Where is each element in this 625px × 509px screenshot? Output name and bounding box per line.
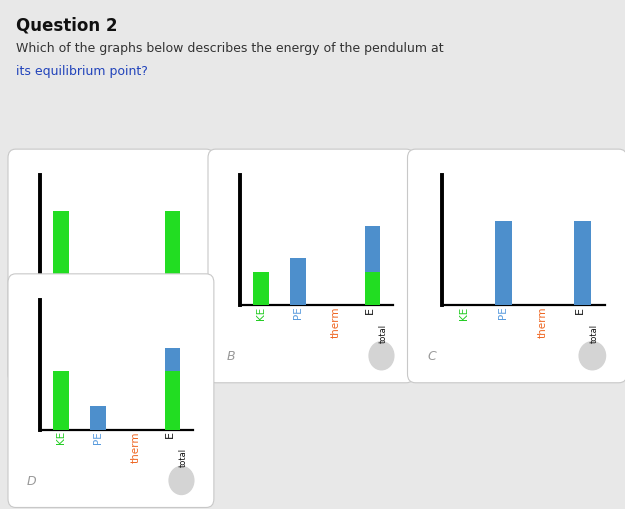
Bar [164, 371, 180, 430]
Bar [90, 406, 106, 430]
Circle shape [579, 342, 606, 370]
Bar [53, 371, 69, 430]
Text: PE: PE [93, 431, 103, 444]
Text: therm: therm [538, 306, 548, 338]
Bar [574, 220, 591, 305]
FancyBboxPatch shape [408, 149, 625, 383]
Text: therm: therm [330, 306, 340, 338]
Text: total: total [378, 323, 388, 343]
Text: Which of the graphs below describes the energy of the pendulum at: Which of the graphs below describes the … [16, 42, 443, 55]
FancyBboxPatch shape [208, 149, 414, 383]
Text: KE: KE [56, 431, 66, 444]
Bar [253, 272, 269, 305]
Text: therm: therm [130, 306, 140, 338]
Text: D: D [27, 475, 37, 488]
Bar [364, 225, 380, 272]
Text: PE: PE [499, 306, 509, 319]
FancyBboxPatch shape [8, 149, 214, 383]
Text: therm: therm [130, 431, 140, 463]
Bar [364, 272, 380, 305]
Text: KE: KE [56, 306, 66, 320]
Text: KE: KE [256, 306, 266, 320]
Text: E: E [575, 306, 585, 314]
Text: PE: PE [293, 306, 303, 319]
Text: B: B [227, 350, 236, 363]
Text: PE: PE [93, 306, 103, 319]
Text: A: A [27, 350, 36, 363]
Circle shape [169, 342, 194, 370]
Bar [164, 211, 180, 305]
Bar [53, 211, 69, 305]
Text: total: total [178, 448, 187, 467]
Text: KE: KE [459, 306, 469, 320]
Text: total: total [168, 306, 177, 330]
Text: Question 2: Question 2 [16, 16, 117, 34]
Bar [290, 258, 306, 305]
Text: its equilibrium point?: its equilibrium point? [16, 65, 148, 78]
Text: total: total [589, 323, 598, 343]
Text: E: E [365, 306, 375, 314]
Text: E: E [165, 431, 175, 438]
Circle shape [169, 466, 194, 495]
Circle shape [369, 342, 394, 370]
Bar [495, 220, 512, 305]
FancyBboxPatch shape [8, 274, 214, 507]
Text: C: C [428, 350, 436, 363]
Bar [164, 348, 180, 371]
